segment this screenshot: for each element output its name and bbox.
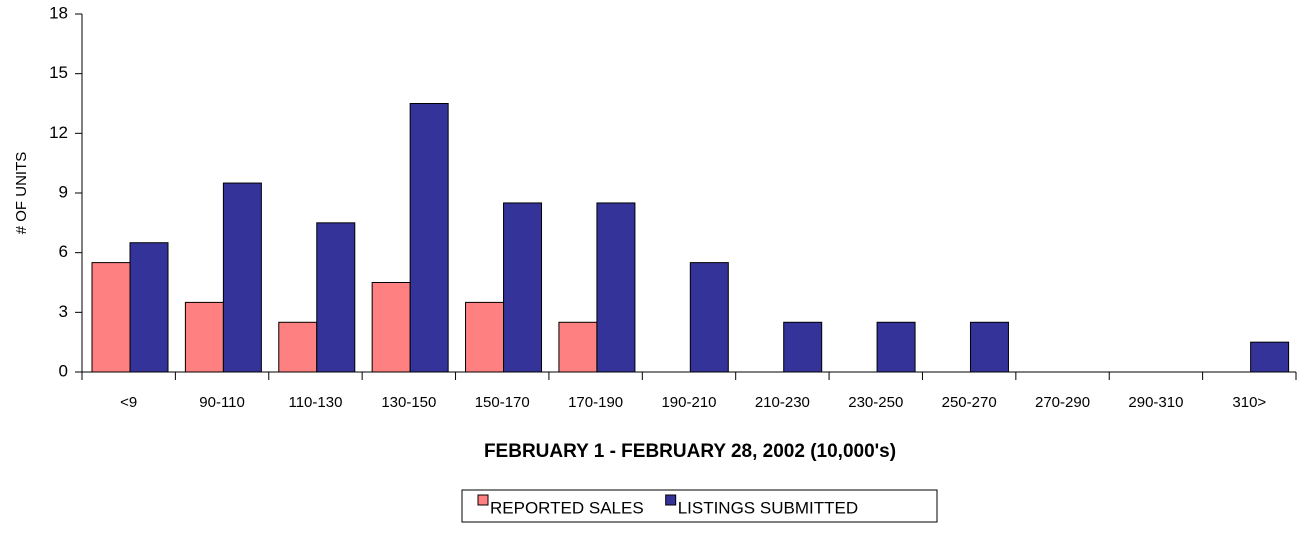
legend-box (461, 489, 938, 523)
bar (689, 262, 729, 373)
x-tick-label: 210-230 (755, 394, 810, 411)
bar (316, 222, 356, 373)
x-axis-title: FEBRUARY 1 - FEBRUARY 28, 2002 (10,000's… (484, 441, 896, 462)
bar (558, 321, 598, 373)
legend-swatch (477, 494, 489, 506)
legend-label: REPORTED SALES (490, 498, 644, 517)
bar (371, 282, 411, 373)
legend: REPORTED SALES LISTINGS SUBMITTED (461, 489, 938, 523)
x-tick-label: 270-290 (1035, 394, 1090, 411)
legend-label: LISTINGS SUBMITTED (678, 498, 858, 517)
bar (596, 202, 636, 373)
bar (465, 301, 505, 373)
bar (184, 301, 224, 373)
bar (91, 262, 131, 373)
bar (969, 321, 1009, 373)
x-tick-label: 230-250 (848, 394, 903, 411)
bar (783, 321, 823, 373)
bar (876, 321, 916, 373)
x-tick-label: 250-270 (942, 394, 997, 411)
y-tick-label: 12 (49, 123, 68, 142)
x-tick-label: 130-150 (381, 394, 436, 411)
y-tick-label: 9 (59, 182, 68, 201)
bar (409, 103, 449, 373)
bar (129, 242, 169, 373)
x-tick-label: 290-310 (1128, 394, 1183, 411)
y-tick-label: 18 (49, 3, 68, 22)
bar (222, 182, 262, 373)
x-tick-label: <9 (120, 394, 137, 411)
legend-swatch (665, 494, 677, 506)
x-tick-label: 310> (1232, 394, 1266, 411)
x-tick-label: 150-170 (475, 394, 530, 411)
x-tick-label: 90-110 (199, 394, 245, 411)
x-tick-label: 190-210 (661, 394, 716, 411)
y-axis-title: # OF UNITS (13, 152, 30, 235)
bar (1250, 341, 1290, 373)
y-tick-label: 6 (59, 242, 68, 261)
bar (278, 321, 318, 373)
y-tick-label: 3 (59, 302, 68, 321)
x-tick-label: 110-130 (288, 394, 342, 411)
bar (503, 202, 543, 373)
x-tick-label: 170-190 (568, 394, 623, 411)
y-tick-label: 0 (59, 361, 68, 380)
y-tick-label: 15 (49, 63, 68, 82)
